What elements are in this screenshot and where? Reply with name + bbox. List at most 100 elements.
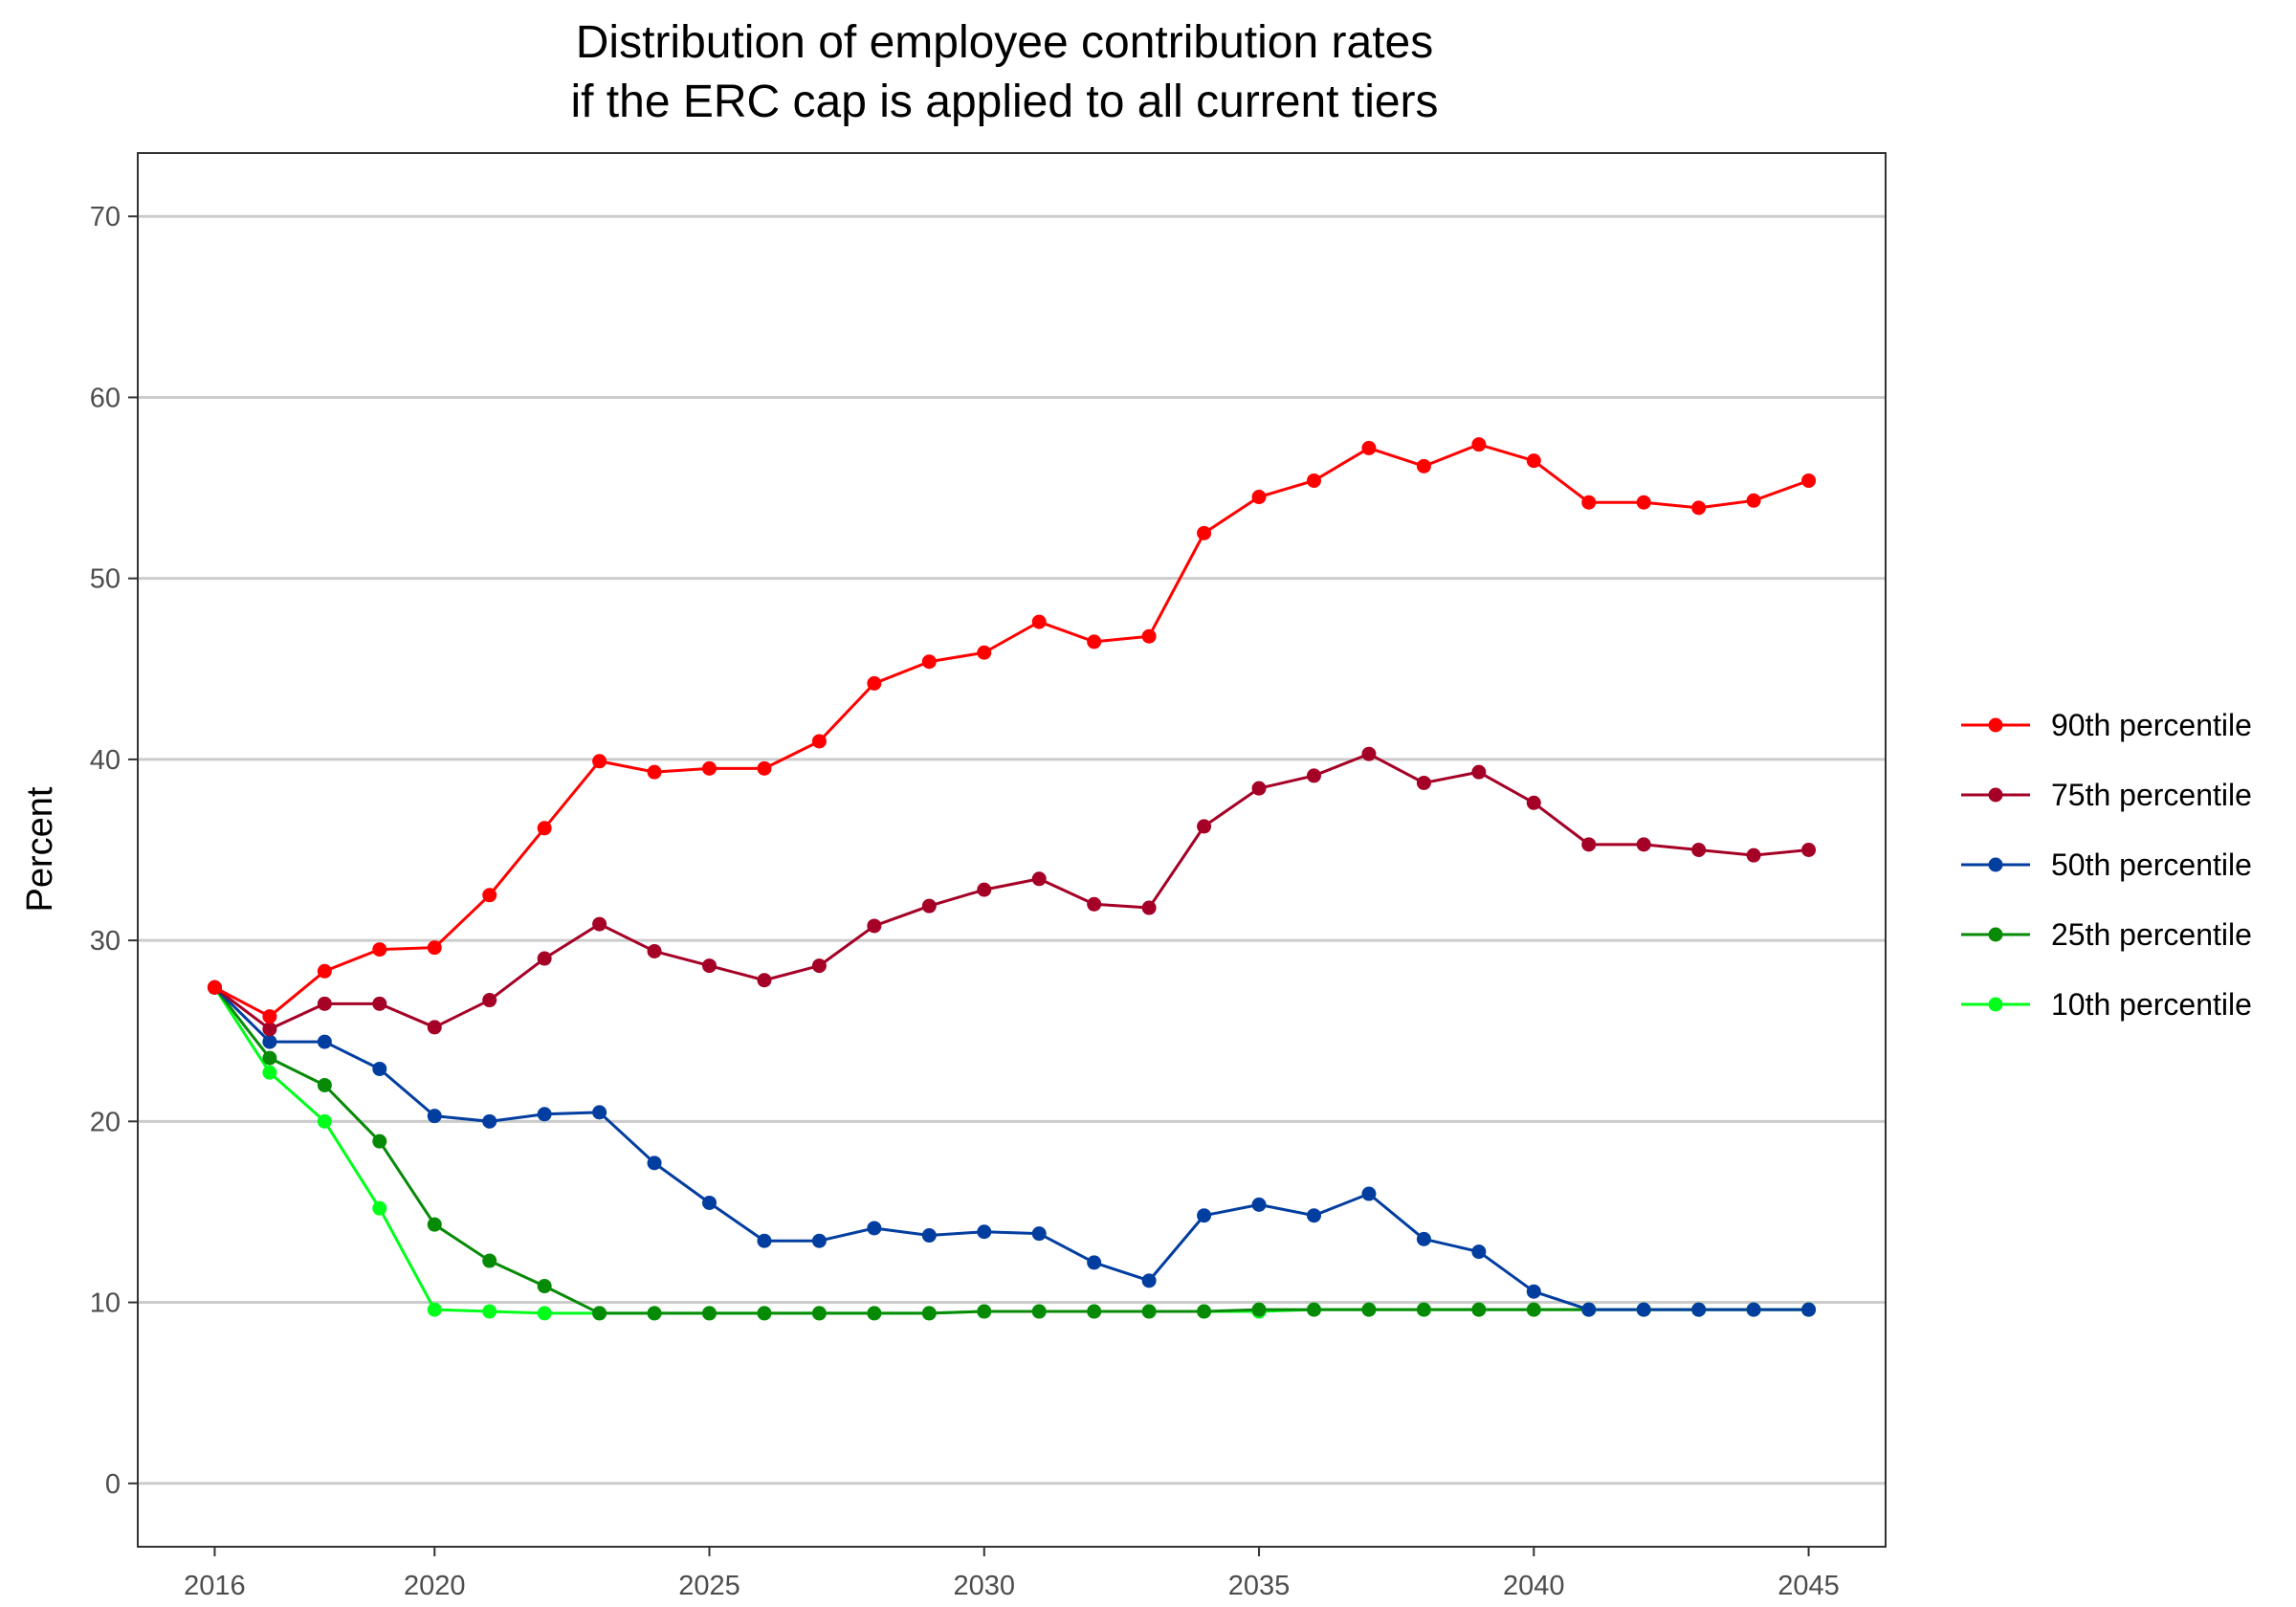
data-point-50th-percentile-2035 <box>1251 1197 1267 1212</box>
chart-title-line-1: Distribution of employee contribution ra… <box>576 17 1433 68</box>
y-tick-label-60: 60 <box>90 383 121 413</box>
data-point-25th-percentile-2025 <box>702 1306 718 1321</box>
data-point-90th-percentile-2020 <box>427 940 442 956</box>
data-point-25th-percentile-2019 <box>372 1134 387 1149</box>
data-point-50th-percentile-2030 <box>977 1224 992 1240</box>
data-point-50th-percentile-2038 <box>1416 1231 1431 1246</box>
data-point-50th-percentile-2028 <box>867 1221 882 1236</box>
data-point-50th-percentile-2029 <box>921 1228 937 1244</box>
data-point-90th-percentile-2043 <box>1691 500 1707 516</box>
y-axis-title: Percent <box>20 786 60 912</box>
x-tick-label-2016: 2016 <box>184 1571 246 1601</box>
y-tick-label-10: 10 <box>90 1288 121 1319</box>
x-tick-label-2025: 2025 <box>678 1571 740 1601</box>
data-point-90th-percentile-2025 <box>702 760 718 776</box>
data-point-25th-percentile-2024 <box>647 1306 662 1321</box>
data-point-50th-percentile-2022 <box>537 1107 552 1122</box>
data-point-90th-percentile-2042 <box>1636 495 1651 510</box>
data-point-25th-percentile-2040 <box>1526 1302 1541 1317</box>
data-point-25th-percentile-2034 <box>1197 1304 1212 1319</box>
data-point-50th-percentile-2023 <box>592 1105 607 1120</box>
data-point-90th-percentile-2039 <box>1471 437 1487 452</box>
data-point-75th-percentile-2039 <box>1471 764 1487 780</box>
y-tick-label-30: 30 <box>90 926 121 957</box>
data-point-25th-percentile-2031 <box>1031 1304 1047 1319</box>
data-point-75th-percentile-2021 <box>482 993 497 1008</box>
data-point-25th-percentile-2035 <box>1251 1302 1267 1317</box>
data-point-90th-percentile-2041 <box>1581 495 1597 510</box>
data-point-90th-percentile-2032 <box>1087 634 1102 649</box>
data-point-25th-percentile-2036 <box>1306 1302 1321 1317</box>
legend-key-point-90th-percentile <box>1988 717 2003 733</box>
data-point-75th-percentile-2044 <box>1746 848 1761 863</box>
data-point-25th-percentile-2027 <box>811 1306 827 1321</box>
data-point-50th-percentile-2025 <box>702 1195 718 1210</box>
data-point-75th-percentile-2043 <box>1691 843 1707 857</box>
data-point-75th-percentile-2035 <box>1251 781 1267 796</box>
data-point-25th-percentile-2022 <box>537 1279 552 1294</box>
data-point-90th-percentile-2021 <box>482 888 497 903</box>
data-point-50th-percentile-2041 <box>1581 1302 1597 1317</box>
legend: 90th percentile 75th percentile 50th perce… <box>1961 708 2252 1022</box>
series-lines <box>213 443 1810 1315</box>
data-point-50th-percentile-2040 <box>1526 1284 1541 1299</box>
legend-key-point-10th-percentile <box>1988 997 2003 1012</box>
data-point-90th-percentile-2018 <box>317 963 332 979</box>
data-point-25th-percentile-2033 <box>1141 1304 1157 1319</box>
data-point-90th-percentile-2029 <box>921 654 937 670</box>
data-point-10th-percentile-2018 <box>317 1113 332 1129</box>
data-point-75th-percentile-2034 <box>1197 819 1212 834</box>
data-point-75th-percentile-2020 <box>427 1020 442 1035</box>
data-point-50th-percentile-2032 <box>1087 1255 1102 1270</box>
y-tick-label-0: 0 <box>105 1469 121 1500</box>
data-point-90th-percentile-2017 <box>262 1009 277 1024</box>
data-point-50th-percentile-2019 <box>372 1061 387 1076</box>
y-axis: 0 10 20 30 40 50 60 70 <box>90 202 138 1500</box>
data-point-50th-percentile-2036 <box>1306 1208 1321 1223</box>
data-point-50th-percentile-2027 <box>811 1233 827 1248</box>
data-point-75th-percentile-2037 <box>1361 746 1377 761</box>
data-point-50th-percentile-2020 <box>427 1109 442 1124</box>
x-tick-label-2045: 2045 <box>1777 1571 1840 1601</box>
data-point-75th-percentile-2041 <box>1581 837 1597 852</box>
data-point-50th-percentile-2026 <box>757 1233 772 1248</box>
data-point-90th-percentile-2044 <box>1746 493 1761 508</box>
data-point-90th-percentile-2037 <box>1361 440 1377 455</box>
data-point-50th-percentile-2021 <box>482 1113 497 1129</box>
data-point-75th-percentile-2017 <box>262 1022 277 1037</box>
legend-item-90th-percentile: 90th percentile <box>1961 708 2252 742</box>
data-point-75th-percentile-2025 <box>702 958 718 974</box>
data-point-90th-percentile-2019 <box>372 942 387 958</box>
data-point-75th-percentile-2023 <box>592 916 607 932</box>
data-point-25th-percentile-2026 <box>757 1306 772 1321</box>
data-point-75th-percentile-2032 <box>1087 896 1102 912</box>
data-point-90th-percentile-2026 <box>757 760 772 776</box>
data-point-90th-percentile-2024 <box>647 764 662 780</box>
series-points <box>207 437 1817 1321</box>
data-point-90th-percentile-2035 <box>1251 490 1267 505</box>
data-point-25th-percentile-2030 <box>977 1304 992 1319</box>
data-point-75th-percentile-2019 <box>372 996 387 1011</box>
data-point-75th-percentile-2018 <box>317 996 332 1011</box>
data-point-10th-percentile-2022 <box>537 1306 552 1321</box>
data-point-90th-percentile-2016 <box>207 980 222 995</box>
data-point-25th-percentile-2028 <box>867 1306 882 1321</box>
series-line-90th-percentile <box>213 443 1810 1019</box>
legend-item-50th-percentile: 50th percentile <box>1961 848 2252 882</box>
data-point-10th-percentile-2020 <box>427 1302 442 1317</box>
data-point-75th-percentile-2027 <box>811 958 827 974</box>
legend-label-90th-percentile: 90th percentile <box>2051 708 2252 742</box>
data-point-75th-percentile-2031 <box>1031 871 1047 887</box>
data-point-90th-percentile-2031 <box>1031 614 1047 629</box>
legend-label-75th-percentile: 75th percentile <box>2051 778 2252 812</box>
legend-item-10th-percentile: 10th percentile <box>1961 987 2252 1022</box>
x-tick-label-2030: 2030 <box>954 1571 1016 1601</box>
data-point-25th-percentile-2037 <box>1361 1302 1377 1317</box>
data-point-75th-percentile-2038 <box>1416 775 1431 790</box>
legend-key-point-25th-percentile <box>1988 927 2003 942</box>
data-point-90th-percentile-2022 <box>537 821 552 836</box>
chart-title: Distribution of employee contribution ra… <box>570 17 1438 127</box>
data-point-50th-percentile-2037 <box>1361 1186 1377 1201</box>
data-point-75th-percentile-2040 <box>1526 795 1541 810</box>
x-tick-label-2040: 2040 <box>1503 1571 1565 1601</box>
